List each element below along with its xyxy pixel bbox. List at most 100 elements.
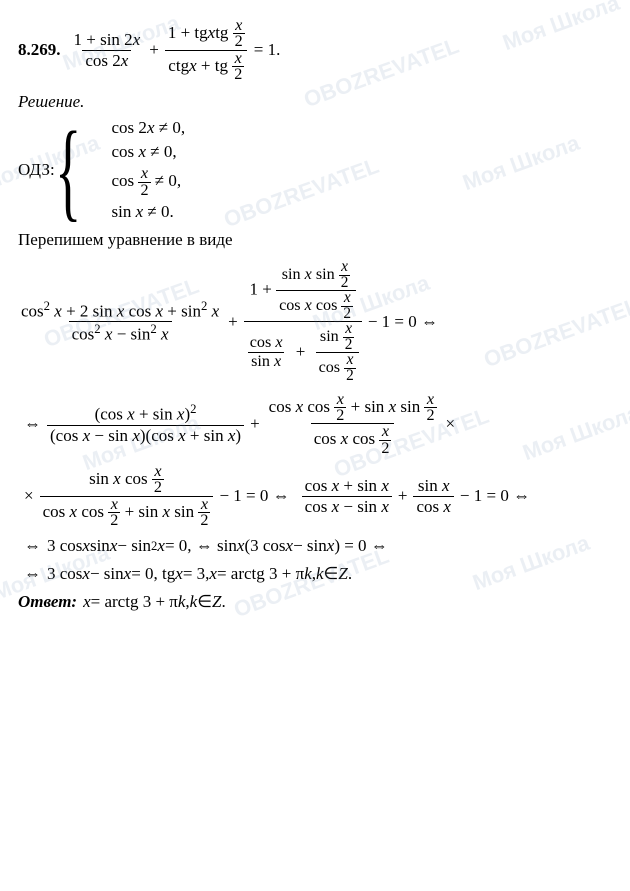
t: cos — [124, 302, 155, 321]
x: x — [83, 426, 91, 445]
x: x — [274, 353, 281, 370]
t: cos — [307, 396, 330, 415]
t: cos — [352, 429, 375, 448]
solution-label: Решение. — [18, 92, 612, 112]
x: x — [389, 396, 397, 415]
t: cos — [112, 171, 139, 190]
x: x — [133, 30, 141, 49]
t: sin — [320, 328, 339, 345]
t: − sin — [117, 536, 151, 556]
t: 3 cos — [47, 564, 82, 584]
x: x — [178, 426, 186, 445]
t: ≠ 0, — [154, 118, 185, 137]
x: x — [105, 325, 113, 344]
t: + sin — [125, 501, 159, 520]
x: x — [305, 266, 312, 283]
t: 2 — [232, 66, 244, 82]
t: 2 — [138, 182, 150, 198]
t: cos — [279, 297, 301, 314]
t: sin — [251, 353, 270, 370]
derivation-line-5: ⇔ 3 cos x − sin x = 0, tgx = 3, x = arct… — [18, 564, 612, 584]
t: + 2 sin — [66, 302, 117, 321]
t: 2 — [343, 337, 355, 353]
derivation-line-2: ⇔ (cos x + sin x)2 (cos x − sin x)(cos x… — [18, 392, 612, 456]
t: 1 + tg — [168, 23, 208, 42]
t: 2 — [379, 440, 391, 456]
times: × — [440, 414, 462, 434]
x: x — [332, 476, 340, 495]
plus: + — [244, 414, 266, 434]
frac-1: 1 + sin 2x cos 2x — [71, 30, 144, 70]
t: 2 — [344, 368, 356, 384]
x: x — [344, 291, 351, 306]
x: x — [347, 353, 354, 368]
x: x — [427, 392, 434, 407]
x: x — [305, 297, 312, 314]
x: x — [228, 426, 236, 445]
plus: + — [222, 312, 244, 332]
t: − sin — [90, 426, 128, 445]
frac-l3-a: sin x cos x2 cos x cos x2 + sin x sin x2 — [40, 464, 214, 528]
derivation-line-3: × sin x cos x2 cos x cos x2 + sin x sin … — [18, 464, 612, 528]
x: x — [124, 564, 132, 584]
x: x — [141, 166, 148, 181]
t: − sin — [117, 325, 151, 344]
t: ≠ 0. — [143, 202, 174, 221]
t: = 3, — [183, 564, 210, 584]
x: x — [113, 469, 121, 488]
t: . — [222, 592, 226, 612]
t: 2 — [108, 512, 120, 528]
t: 2 — [190, 402, 196, 416]
t: sin — [112, 202, 136, 221]
plus: + — [392, 486, 414, 506]
x: x — [110, 536, 118, 556]
t: + sin — [186, 426, 224, 445]
Z: Z — [212, 592, 221, 612]
x: x — [82, 536, 90, 556]
t: cos — [250, 334, 272, 351]
t: − sin — [90, 564, 124, 584]
t: cos — [416, 497, 439, 516]
x: x — [121, 51, 129, 70]
t: = 0, ⇔ sin — [165, 536, 237, 556]
t: 2 — [341, 306, 353, 322]
Z: Z — [338, 564, 347, 584]
x: x — [341, 429, 349, 448]
odz-block: ОДЗ: { cos 2x ≠ 0, cos x ≠ 0, cos x2 ≠ 0… — [18, 118, 612, 222]
x: x — [443, 497, 451, 516]
x: x — [296, 396, 304, 415]
arrow: ⇔ — [18, 536, 47, 556]
t: 1 + sin 2 — [74, 30, 133, 49]
eq-one: = 1. — [248, 40, 287, 60]
x: x — [327, 536, 335, 556]
frac-l3-b: cos x + sin x cos x − sin x — [302, 476, 392, 516]
x: x — [345, 322, 352, 337]
t: cos — [43, 501, 66, 520]
rewrite-text: Перепишем уравнение в виде — [18, 230, 612, 250]
t: cos — [72, 325, 95, 344]
t: 2 — [339, 275, 351, 291]
x: x — [381, 476, 389, 495]
k: k — [316, 564, 324, 584]
x: x — [83, 592, 91, 612]
k: k — [304, 564, 312, 584]
x: x — [332, 497, 340, 516]
t: sin — [90, 536, 110, 556]
x: x — [201, 497, 208, 512]
x: x — [189, 55, 197, 74]
arrow: − 1 = 0 ⇔ — [213, 486, 295, 506]
k: k — [178, 592, 186, 612]
x: x — [341, 260, 348, 275]
t: 2 — [150, 322, 156, 336]
x: x — [161, 325, 169, 344]
t: sin — [400, 396, 420, 415]
t: 2 — [152, 479, 164, 495]
x: x — [54, 302, 62, 321]
t: ≠ 0, — [146, 142, 177, 161]
odz-conditions: cos 2x ≠ 0, cos x ≠ 0, cos x2 ≠ 0, sin x… — [112, 118, 186, 222]
x: x — [209, 564, 217, 584]
times: × — [18, 486, 40, 506]
x: x — [237, 536, 245, 556]
t: cos — [319, 359, 341, 376]
t: cos — [112, 142, 139, 161]
